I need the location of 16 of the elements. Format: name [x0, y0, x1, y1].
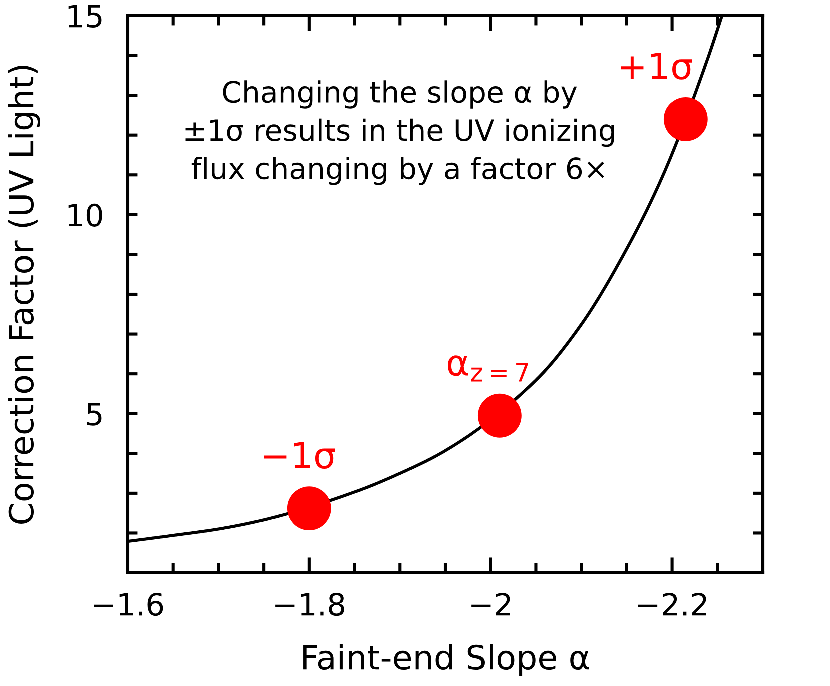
- x-tick-label: −1.6: [94, 593, 164, 616]
- point: [287, 486, 332, 531]
- annotation: α$_{z=7}$: [448, 356, 528, 382]
- y-tick-label: 5: [87, 403, 102, 426]
- point: [664, 97, 708, 142]
- x-tick-label: −2: [472, 593, 510, 616]
- y-tick-label: 15: [68, 5, 102, 28]
- x-tick-label: −2.2: [638, 593, 706, 616]
- y-axis-title: Correction Factor (UV Light): [8, 66, 40, 524]
- point: [478, 394, 522, 438]
- annotation: Changing the slope α by ±1σ results in the UV ionizing flux changing by a factor 6×: [186, 80, 614, 186]
- x-axis-title: Faint-end Slope α: [304, 644, 590, 677]
- x-tick-label: −1.8: [276, 593, 344, 616]
- annotation: −1σ: [264, 442, 336, 470]
- annotation: +1σ: [621, 53, 692, 80]
- y-tick-label: 10: [68, 204, 102, 227]
